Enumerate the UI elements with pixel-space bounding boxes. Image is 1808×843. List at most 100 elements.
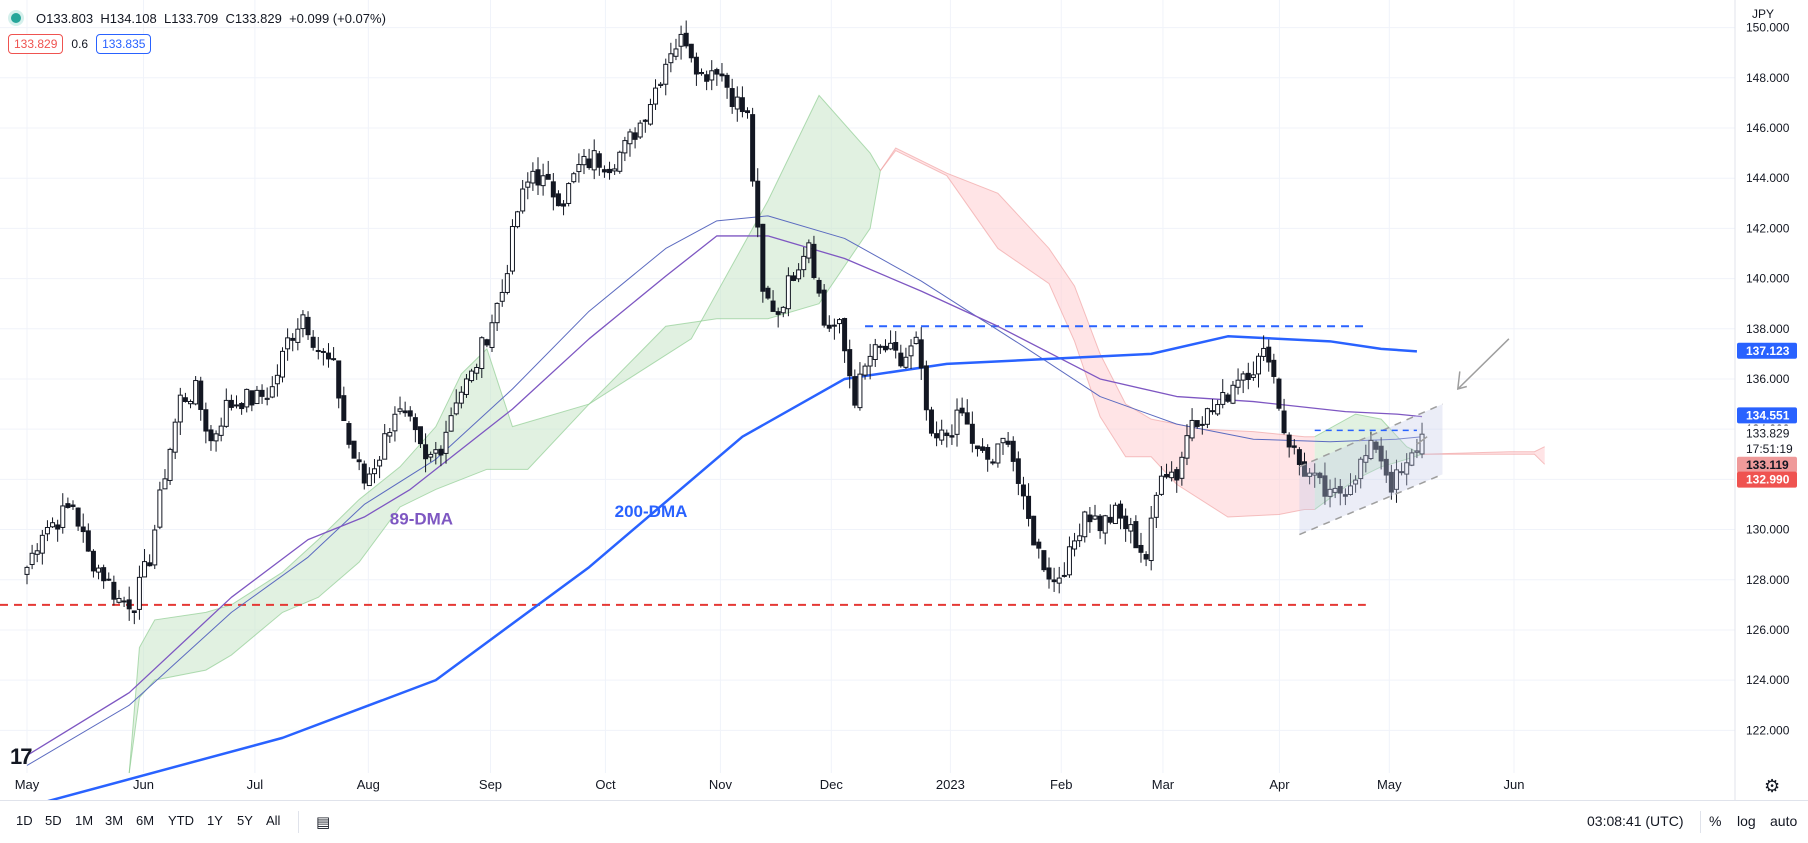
candle-up (44, 526, 50, 535)
candle-down (821, 289, 827, 326)
price-label-badge (1737, 456, 1797, 473)
candle-up (1056, 577, 1062, 584)
price-axis[interactable]: JPY 122.000 124.000 126.000 128.000 130.000 13… (1737, 7, 1797, 737)
candle-up (106, 578, 112, 581)
range-5y-button[interactable]: 5Y (237, 813, 253, 828)
candle-up (269, 386, 275, 398)
candle-up (1153, 494, 1159, 518)
candle-down (693, 56, 699, 75)
candle-down (724, 74, 730, 88)
candle-up (678, 33, 684, 47)
candle-down (882, 345, 888, 351)
range-6m-button[interactable]: 6M (136, 813, 155, 828)
candle-up (377, 459, 383, 467)
candle-up (1327, 488, 1333, 497)
candle-up (157, 489, 163, 528)
range-3m-button[interactable]: 3M (105, 813, 124, 828)
chart-annotations: 89-DMA 200-DMA (390, 502, 688, 529)
candle-up (331, 358, 337, 361)
candle-down (239, 403, 245, 410)
price-label-badge (1737, 342, 1797, 359)
dma-medium-line (26, 215, 1423, 766)
toolbar-divider (1700, 811, 1701, 833)
candle-up (571, 173, 577, 183)
candle-down (719, 73, 725, 77)
candle-down (535, 169, 541, 186)
range-5d-button[interactable]: 5D (45, 813, 62, 828)
annotation-label: 200-DMA (615, 502, 688, 521)
candle-down (85, 530, 91, 552)
percent-scale-toggle[interactable]: % (1709, 813, 1722, 829)
candle-down (1296, 449, 1302, 465)
range-all-button[interactable]: All (266, 813, 281, 828)
candle-up (1419, 433, 1425, 455)
candle-down (811, 243, 817, 278)
ohlc-close: C133.829 (225, 10, 282, 26)
candle-up (1368, 439, 1374, 460)
candle-up (193, 380, 199, 405)
candle-down (1174, 469, 1180, 481)
candle-down (1281, 410, 1287, 434)
candle-up (188, 400, 194, 405)
price-tick-label: 144.000 (1746, 171, 1790, 185)
time-axis[interactable]: May Jun Jul Aug Sep Oct Nov Dec 2023 Feb Mar Apr May… (15, 777, 1525, 792)
candle-down (90, 550, 96, 572)
candle-down (182, 397, 188, 402)
candle-up (494, 302, 500, 324)
candle-down (642, 119, 648, 122)
candle-down (959, 407, 965, 414)
tradingview-logo[interactable]: 17 (10, 744, 33, 769)
candle-down (918, 339, 924, 369)
candle-up (734, 96, 740, 110)
time-tick-label: Apr (1269, 777, 1290, 792)
candle-down (361, 463, 367, 484)
candle-up (387, 431, 393, 437)
channel-fill (1299, 404, 1443, 535)
candle-down (55, 524, 61, 530)
candle-up (1261, 347, 1267, 357)
utc-clock[interactable]: 03:08:41 (UTC) (1587, 813, 1684, 829)
candle-up (903, 356, 909, 368)
candle-up (1072, 540, 1078, 550)
cloud-bearish-span-b (879, 147, 1315, 438)
candle-down (417, 426, 423, 445)
price-label-text: 134.551 (1746, 408, 1790, 422)
candle-up (254, 389, 260, 405)
candle-up (1204, 408, 1210, 425)
candle-down (1383, 458, 1389, 476)
chart-settings-gear-icon[interactable]: ⚙ (1764, 776, 1781, 796)
candle-up (392, 413, 398, 432)
candle-up (274, 374, 280, 385)
spread-value: 0.6 (71, 37, 89, 51)
log-scale-toggle[interactable]: log (1737, 813, 1756, 829)
candle-up (576, 164, 582, 173)
range-1d-button[interactable]: 1D (16, 813, 33, 828)
cloud-bullish-span-b (128, 170, 881, 774)
candle-down (990, 461, 996, 464)
candle-up (1404, 462, 1410, 475)
candle-up (24, 566, 30, 575)
candle-up (96, 567, 102, 573)
bid-price-button[interactable]: 133.829 (8, 34, 64, 54)
candle-up (1000, 437, 1006, 444)
candle-up (1312, 472, 1318, 476)
candle-down (407, 410, 413, 417)
range-1m-button[interactable]: 1M (75, 813, 94, 828)
range-1y-button[interactable]: 1Y (207, 813, 223, 828)
time-tick-label: Jul (247, 777, 264, 792)
candle-up (668, 53, 674, 64)
goto-date-calendar-icon[interactable]: ▤ (316, 814, 331, 831)
candle-down (1245, 372, 1251, 381)
candle-up (458, 391, 464, 404)
auto-scale-toggle[interactable]: auto (1770, 813, 1798, 829)
candle-up (504, 273, 510, 293)
range-ytd-button[interactable]: YTD (168, 813, 194, 828)
candle-up (663, 63, 669, 85)
candle-up (39, 534, 45, 554)
candle-down (259, 389, 265, 397)
price-chart[interactable]: 89-DMA 200-DMA JPY 122.000 124.000 126.000 12… (0, 0, 1808, 800)
candle-down (203, 409, 209, 432)
time-tick-label: Oct (595, 777, 616, 792)
ask-price-button[interactable]: 133.835 (96, 34, 152, 54)
candle-up (223, 399, 229, 427)
